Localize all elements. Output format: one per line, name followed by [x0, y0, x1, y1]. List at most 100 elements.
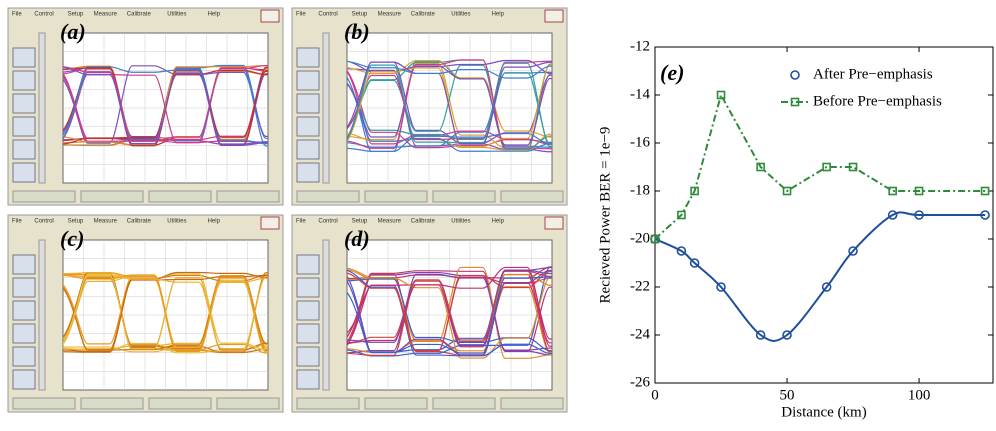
menu-item: Control [34, 219, 53, 225]
y-tick-label: -20 [630, 230, 650, 246]
data-point [821, 282, 832, 292]
status-field [432, 190, 496, 203]
scope-panel: File Control Setup Measure Calibrate Utilitie… [7, 7, 284, 206]
eye-trace [347, 266, 552, 346]
side-button [296, 277, 320, 298]
menu-item: File [12, 219, 22, 225]
eye-trace [63, 64, 268, 146]
series-line [654, 211, 986, 342]
data-point [888, 186, 897, 196]
eye-trace [63, 281, 268, 353]
data-point [716, 282, 726, 292]
status-field [296, 190, 360, 203]
eye-trace [347, 132, 552, 152]
data-point [755, 330, 766, 340]
close-button [544, 9, 564, 23]
eye-trace [347, 266, 552, 347]
data-point [887, 210, 898, 220]
menu-item: Calibrate [411, 219, 436, 225]
status-field [364, 397, 428, 410]
side-button [12, 369, 36, 390]
eye-trace [63, 76, 268, 144]
scope-panel: File Control Setup Measure Calibrate Utilitie… [291, 7, 568, 206]
eye-trace [347, 276, 552, 354]
side-button [12, 70, 36, 91]
series-line [654, 92, 986, 240]
y-tick-label: -18 [630, 182, 650, 198]
eye-trace [347, 64, 552, 150]
data-point [689, 258, 700, 268]
side-button [296, 116, 320, 137]
eye-trace [63, 64, 268, 142]
status-field [500, 397, 564, 410]
x-tick-label: 50 [780, 387, 795, 403]
side-button [296, 93, 320, 114]
data-point [980, 186, 990, 196]
legend-label: After Pre−emphasis [813, 66, 933, 82]
x-tick-label: 0 [651, 387, 659, 403]
menu-item: Help [208, 12, 221, 18]
side-button [296, 162, 320, 183]
data-point [756, 162, 765, 172]
y-axis-label: Recieved Power BER = 1e−9 [597, 127, 613, 304]
side-button [12, 277, 36, 298]
side-button [296, 70, 320, 91]
status-field [80, 397, 144, 410]
eye-trace [347, 62, 552, 148]
side-button [296, 369, 320, 390]
eye-trace [347, 60, 552, 138]
eye-trace [347, 59, 552, 150]
scrollbar [38, 239, 46, 391]
panel-label: (c) [60, 226, 84, 251]
menu-item: Utilities [451, 219, 470, 225]
data-point [848, 162, 858, 172]
eye-trace [63, 66, 268, 145]
status-field [216, 190, 280, 203]
y-tick-label: -24 [630, 326, 650, 342]
eye-trace [63, 272, 268, 350]
status-field [364, 190, 428, 203]
data-point [980, 210, 990, 220]
data-point [716, 90, 726, 100]
status-field [216, 397, 280, 410]
eye-trace [347, 276, 552, 359]
eye-trace [63, 271, 268, 353]
menu-item: Help [492, 219, 505, 225]
scope-panels: File Control Setup Measure Calibrate Utilitie… [7, 7, 568, 413]
menu-item: Setup [352, 219, 368, 225]
eye-trace [63, 274, 268, 351]
eye-trace [347, 273, 552, 354]
data-point [650, 234, 660, 244]
eye-trace [347, 64, 552, 145]
side-button [296, 346, 320, 367]
y-tick-label: -16 [630, 134, 650, 150]
eye-trace [347, 82, 552, 152]
x-tick-label: 100 [908, 387, 931, 403]
menu-item: Setup [352, 12, 368, 18]
chart-annotation: (e) [660, 60, 684, 85]
side-button [12, 139, 36, 160]
y-tick-label: -14 [630, 86, 650, 102]
scrollbar [38, 32, 46, 184]
menu-item: Calibrate [127, 219, 152, 225]
panel-label: (a) [60, 19, 86, 44]
status-field [148, 397, 212, 410]
eye-trace [347, 60, 552, 79]
chart: (e) Distance (km) Recieved Power BER = 1… [597, 38, 994, 420]
legend-label: Before Pre−emphasis [813, 93, 942, 109]
y-tick-label: -22 [630, 278, 650, 294]
menu-item: Help [492, 12, 505, 18]
menu-item: Setup [68, 219, 84, 225]
menu-item: Measure [94, 12, 118, 18]
status-field [12, 190, 76, 203]
side-button [12, 162, 36, 183]
side-button [296, 323, 320, 344]
scope-panel: File Control Setup Measure Calibrate Utilitie… [7, 214, 284, 413]
menu-item: File [296, 12, 306, 18]
close-button [544, 216, 564, 230]
menu-item: Utilities [167, 219, 186, 225]
scope-panel: File Control Setup Measure Calibrate Utilitie… [291, 214, 568, 413]
eye-trace [347, 271, 552, 352]
menu-item: Measure [378, 219, 402, 225]
